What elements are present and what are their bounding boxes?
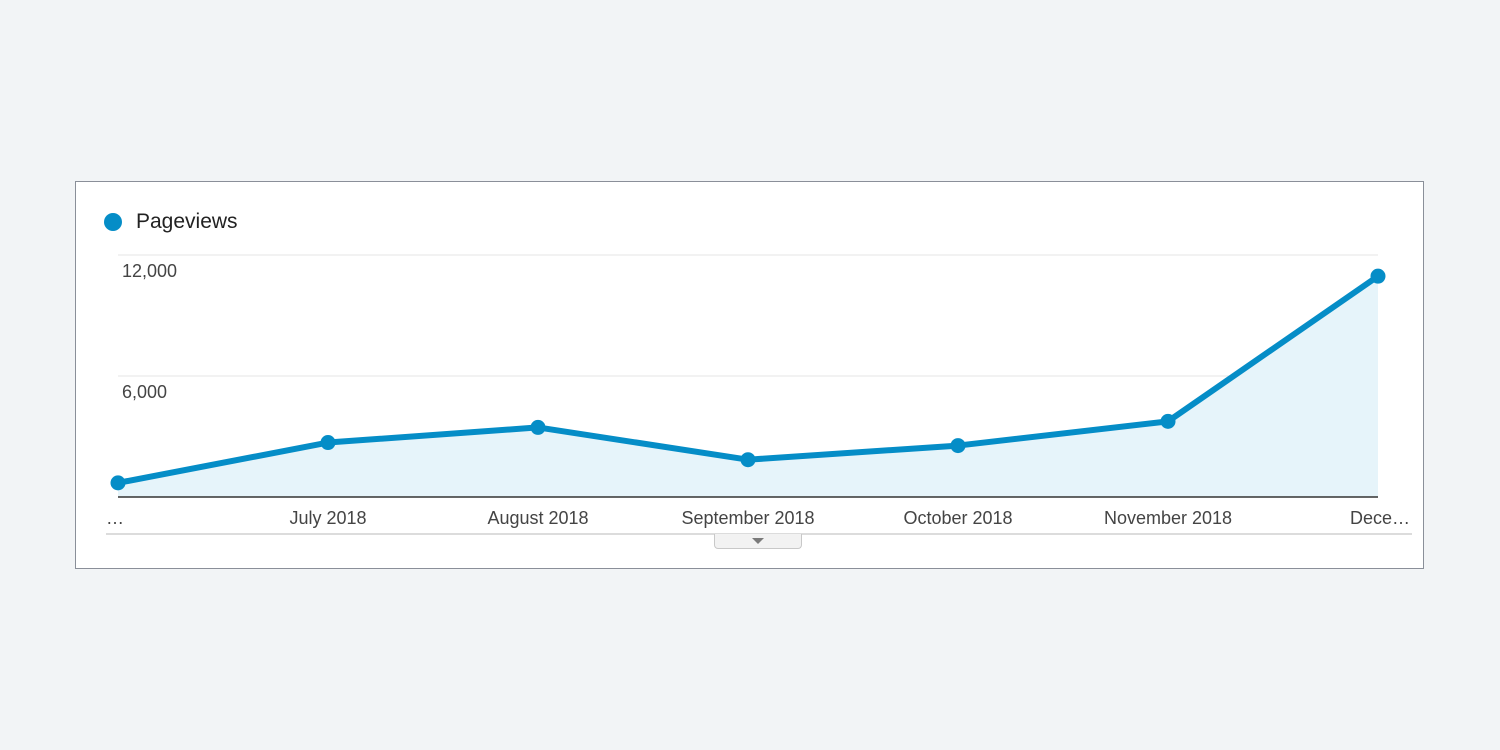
data-point [950,438,966,454]
gridlines [118,254,1378,377]
y-tick-label: 6,000 [122,382,167,402]
data-point [740,452,756,468]
y-tick-label: 12,000 [122,261,177,281]
data-point [110,475,126,491]
area-fill-layer [118,276,1378,497]
pageviews-chart: 12,000 6,000 … July 2018 August 2018 Septembe… [106,254,1412,535]
data-point [320,435,336,451]
chart-card: Pageviews 12,000 6,000 … July 2018 August 20… [75,181,1424,569]
chart-legend[interactable]: Pageviews [104,210,238,234]
tick-labels-layer: 12,000 6,000 … July 2018 August 2018 Septembe… [106,261,1410,528]
data-point [1160,413,1176,429]
x-tick-label: July 2018 [289,508,366,528]
x-tick-label: Dece… [1350,508,1410,528]
expand-chart-handle[interactable] [714,534,802,549]
legend-label: Pageviews [136,210,238,233]
chevron-down-icon [752,538,764,544]
data-points-layer [110,268,1386,491]
area-fill [118,276,1378,497]
x-tick-label: November 2018 [1104,508,1232,528]
x-tick-label: October 2018 [903,508,1012,528]
data-point [530,419,546,435]
x-tick-label: September 2018 [681,508,814,528]
legend-marker-icon [104,213,122,231]
data-point [1370,268,1386,284]
x-tick-label: … [106,508,124,528]
x-tick-label: August 2018 [487,508,588,528]
